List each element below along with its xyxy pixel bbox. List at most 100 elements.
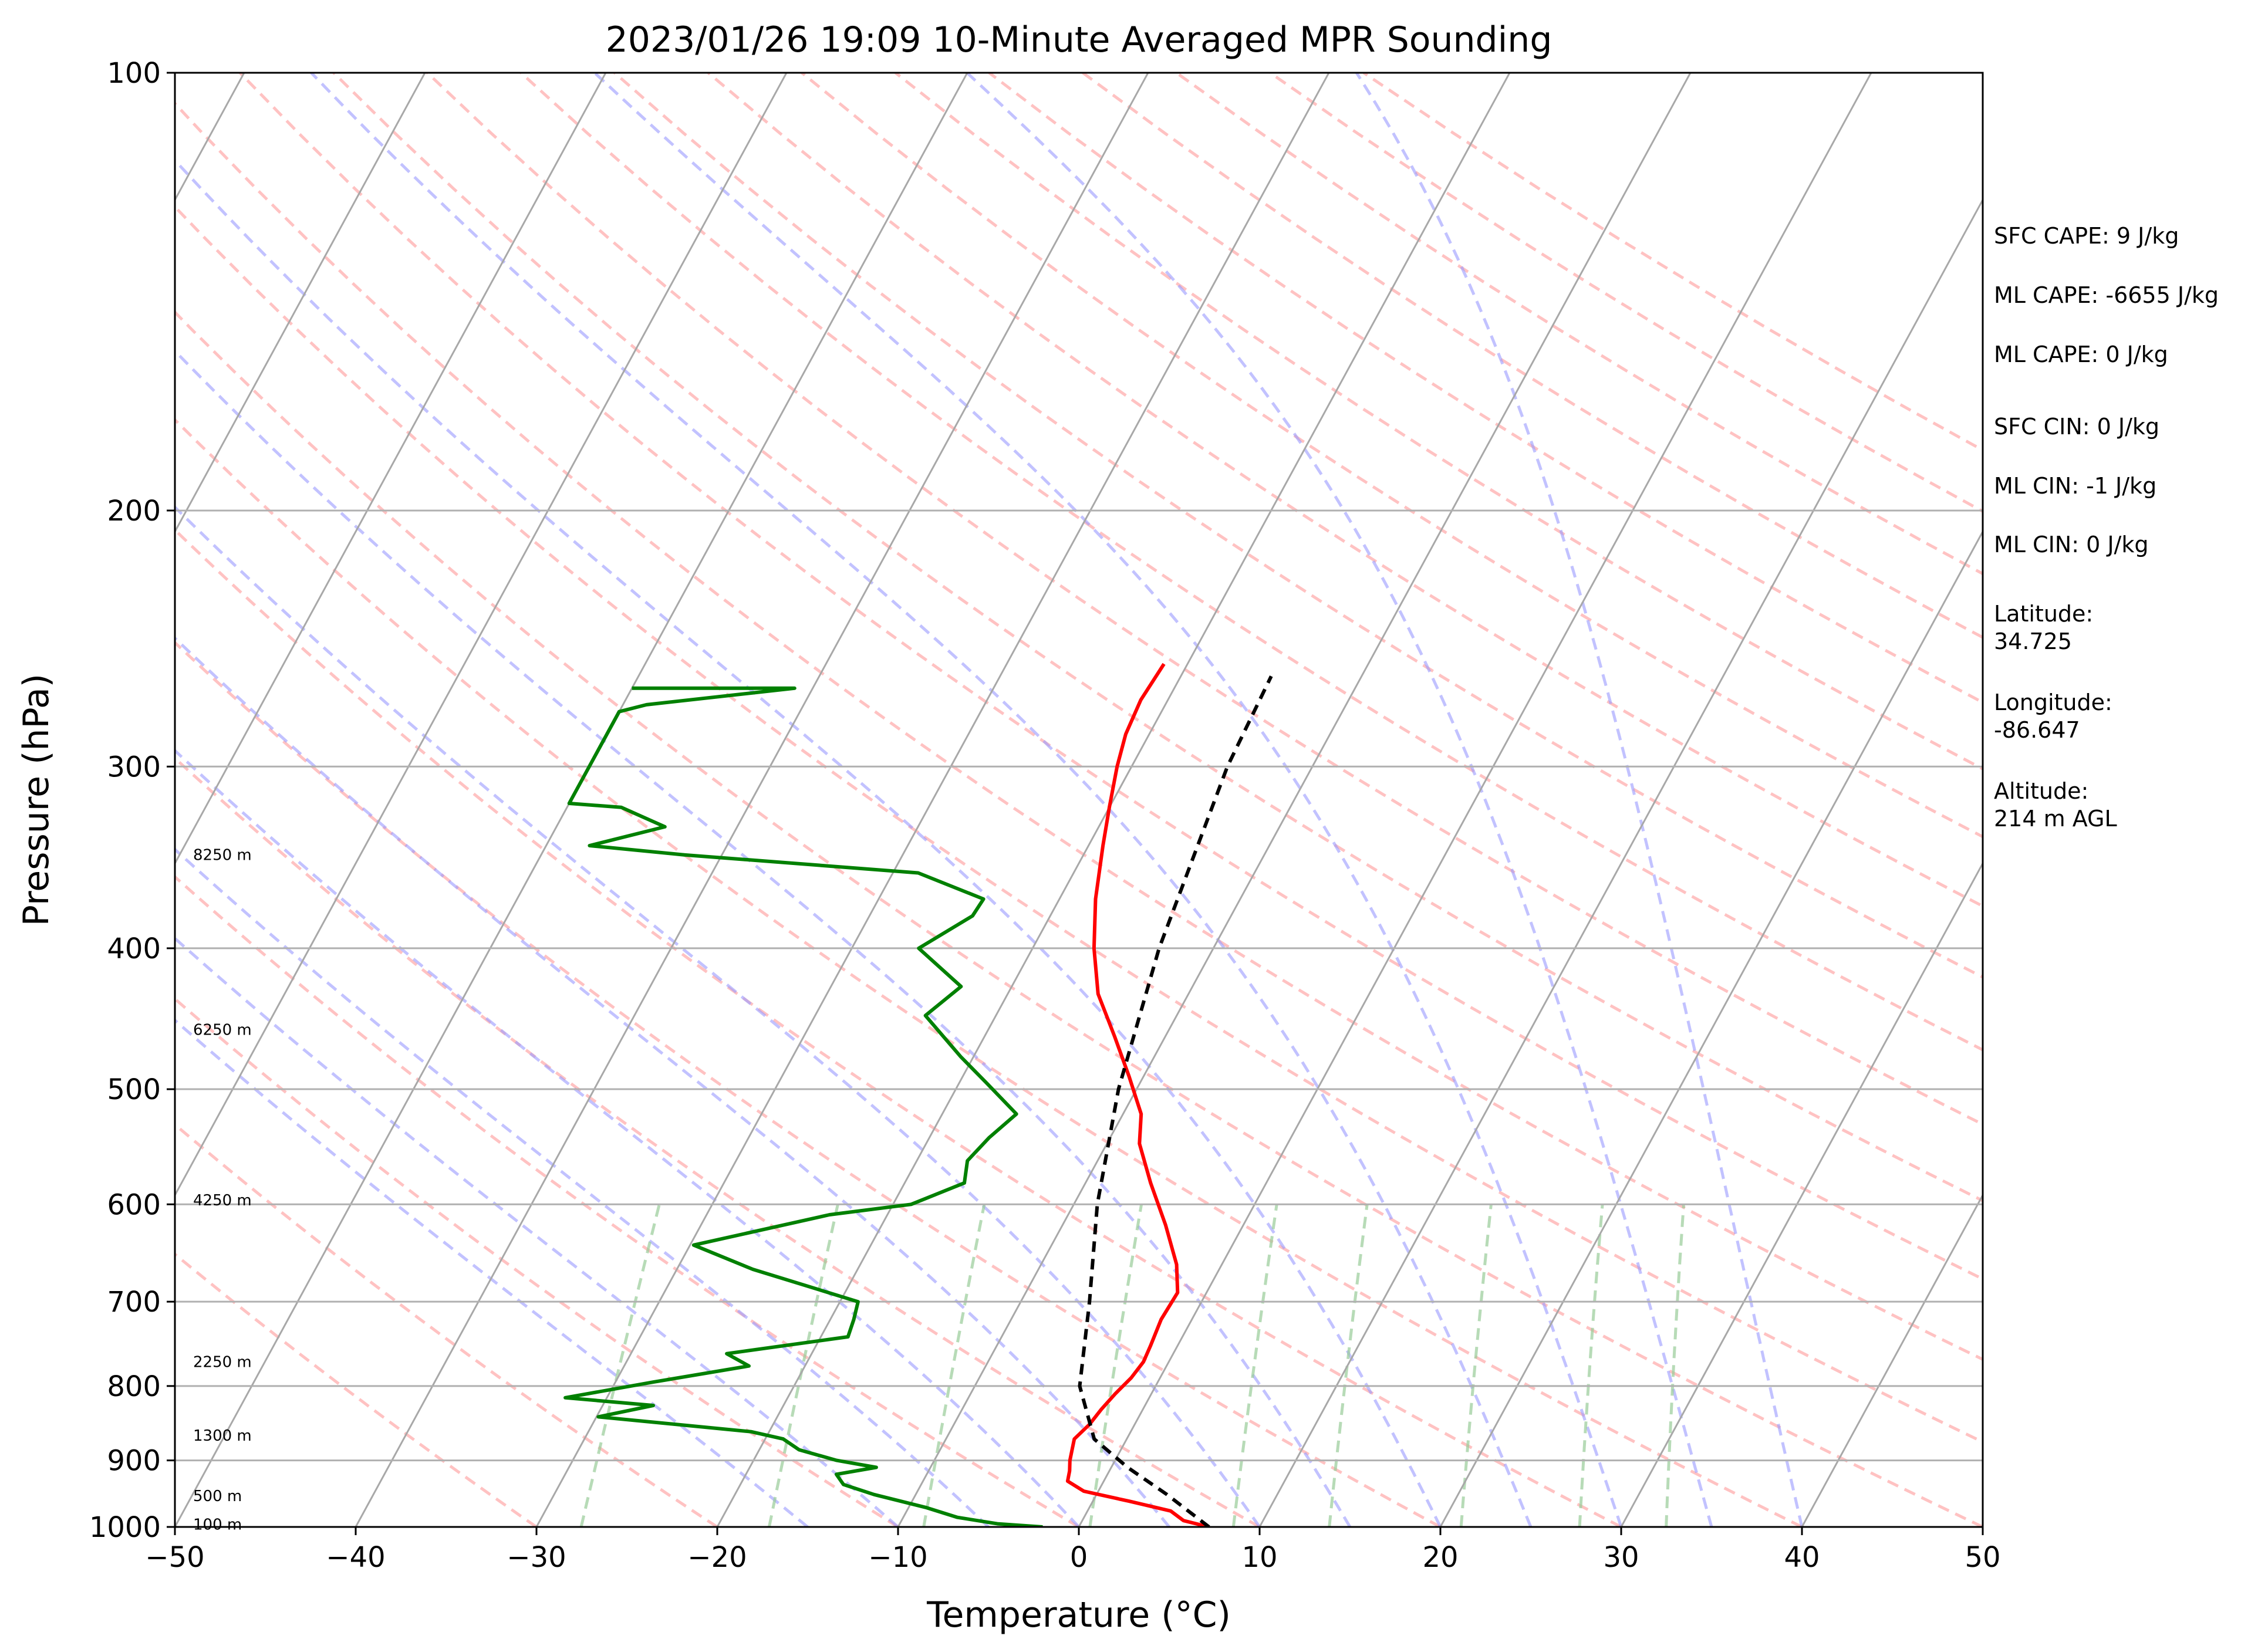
- dry-adiabat-line: [175, 528, 1622, 1527]
- isotherm-line: [535, 73, 1330, 1527]
- dry-adiabat-line: [175, 310, 1983, 1527]
- x-tick-label: −40: [326, 1541, 385, 1574]
- sounding-indices: SFC CAPE: 9 J/kg ML CAPE: -6655 J/kg ML CA…: [1994, 223, 2219, 557]
- isotherm-line: [175, 73, 788, 1197]
- isotherm-line: [355, 73, 1149, 1527]
- mixing-ratio-line: [1088, 1204, 1143, 1527]
- y-tick-label: 100: [107, 57, 161, 90]
- moist-adiabat-line: [175, 936, 899, 1527]
- moist-adiabat-line: [175, 636, 1170, 1527]
- isotherm-line: [1078, 73, 1872, 1527]
- isotherm-line: [716, 73, 1511, 1527]
- isotherm-line: [175, 73, 607, 866]
- y-tick-label: 400: [107, 932, 161, 965]
- plot-frame: [174, 72, 1984, 1528]
- dry-adiabat-line: [175, 101, 1983, 1361]
- dry-adiabat-line: [175, 640, 1442, 1527]
- mixing-ratio-line: [1231, 1204, 1278, 1527]
- x-tick-label: 20: [1422, 1541, 1458, 1574]
- latitude-value: 34.725: [1994, 628, 2072, 654]
- x-tick-label: 30: [1603, 1541, 1639, 1574]
- height-labels: 8250 m 6250 m 4250 m 2250 m 1300 m 500 m 100 m: [193, 847, 252, 1534]
- longitude-value: -86.647: [1994, 717, 2080, 743]
- moist-adiabat-line: [175, 1018, 809, 1527]
- parcel-profile-line: [1078, 675, 1273, 1527]
- y-axis-label: Pressure (hPa): [16, 674, 57, 926]
- x-tick-label: −10: [868, 1541, 927, 1574]
- index-text: ML CAPE: 0 J/kg: [1994, 342, 2168, 367]
- dry-adiabat-line: [988, 73, 1983, 704]
- moist-adiabat-line: [175, 505, 1261, 1527]
- x-tick-label: −20: [687, 1541, 747, 1574]
- y-tick-label: 900: [107, 1445, 161, 1478]
- height-label: 2250 m: [193, 1354, 252, 1371]
- y-tick-label: 200: [107, 495, 161, 528]
- dry-adiabat-line: [519, 73, 1983, 1052]
- dry-adiabat-line: [175, 1252, 538, 1527]
- x-tick-label: −30: [507, 1541, 566, 1574]
- background-lines: [175, 73, 1983, 1527]
- height-label: 4250 m: [193, 1192, 252, 1209]
- dry-adiabat-line: [175, 996, 899, 1527]
- dry-adiabat-line: [175, 417, 1803, 1527]
- moist-adiabat-line: [175, 847, 990, 1527]
- latitude-label: Latitude:: [1994, 601, 2093, 627]
- y-axis-ticks: 100 200 300 400 500 600 700 800 900 1000: [89, 57, 175, 1544]
- dry-adiabat-line: [895, 73, 1983, 771]
- height-label: 100 m: [193, 1516, 242, 1534]
- y-tick-label: 800: [107, 1370, 161, 1403]
- x-axis-label: Temperature (°C): [926, 1594, 1231, 1636]
- mixing-ratio-line: [579, 1204, 661, 1527]
- mixing-ratio-line: [1459, 1204, 1493, 1527]
- height-label: 500 m: [193, 1488, 242, 1505]
- moist-adiabat-line: [310, 73, 1533, 1527]
- dry-adiabat-line: [613, 73, 1983, 979]
- isotherm-line: [1620, 861, 1983, 1527]
- location-info: Latitude: 34.725 Longitude: -86.647 Alti…: [1994, 601, 2117, 832]
- x-tick-label: 0: [1070, 1541, 1088, 1574]
- x-tick-label: −50: [145, 1541, 204, 1574]
- x-tick-label: 10: [1241, 1541, 1277, 1574]
- isotherm-line: [1258, 198, 1983, 1527]
- longitude-label: Longitude:: [1994, 690, 2112, 715]
- isotherm-line: [1439, 529, 1983, 1527]
- moist-adiabat-line: [966, 73, 1713, 1527]
- moist-adiabat-line: [175, 748, 1080, 1527]
- temperature-line: [1065, 663, 1210, 1527]
- height-label: 6250 m: [193, 1022, 252, 1039]
- y-tick-label: 300: [107, 751, 161, 783]
- x-axis-ticks: −50 −40 −30 −20 −10 0 10 20 30 40 50: [145, 1527, 2001, 1574]
- index-text: ML CIN: -1 J/kg: [1994, 473, 2156, 499]
- altitude-label: Altitude:: [1994, 778, 2088, 804]
- mixing-ratio-line: [767, 1204, 839, 1527]
- height-label: 1300 m: [193, 1427, 252, 1445]
- isotherm-line: [175, 73, 426, 534]
- moist-adiabat-line: [1355, 73, 1804, 1527]
- pressure-gridlines: [175, 72, 1983, 1528]
- y-tick-label: 500: [107, 1073, 161, 1106]
- y-tick-label: 700: [107, 1286, 161, 1319]
- dry-adiabat-line: [426, 73, 1983, 1126]
- index-text: ML CIN: 0 J/kg: [1994, 532, 2148, 557]
- y-tick-label: 600: [107, 1188, 161, 1221]
- isotherm-line: [897, 73, 1692, 1527]
- x-tick-label: 50: [1965, 1541, 2000, 1574]
- index-text: SFC CIN: 0 J/kg: [1994, 414, 2159, 440]
- sounding-series: [563, 663, 1273, 1527]
- chart-title: 2023/01/26 19:09 10-Minute Averaged MPR …: [606, 19, 1553, 60]
- dewpoint-line: [563, 686, 1043, 1527]
- altitude-value: 214 m AGL: [1994, 806, 2117, 832]
- y-tick-label: 1000: [89, 1511, 161, 1544]
- moist-adiabat-line: [593, 73, 1623, 1527]
- dry-adiabat-line: [239, 73, 1983, 1281]
- x-tick-label: 40: [1784, 1541, 1820, 1574]
- dry-adiabat-line: [332, 73, 1983, 1202]
- dry-adiabat-line: [175, 204, 1983, 1444]
- mixing-ratio-line: [1578, 1204, 1604, 1527]
- dry-adiabat-line: [175, 874, 1080, 1527]
- height-label: 8250 m: [193, 847, 252, 864]
- isotherm-line: [1801, 1193, 1983, 1527]
- index-text: ML CAPE: -6655 J/kg: [1994, 282, 2219, 308]
- index-text: SFC CAPE: 9 J/kg: [1994, 223, 2179, 249]
- moist-adiabat-line: [175, 349, 1352, 1527]
